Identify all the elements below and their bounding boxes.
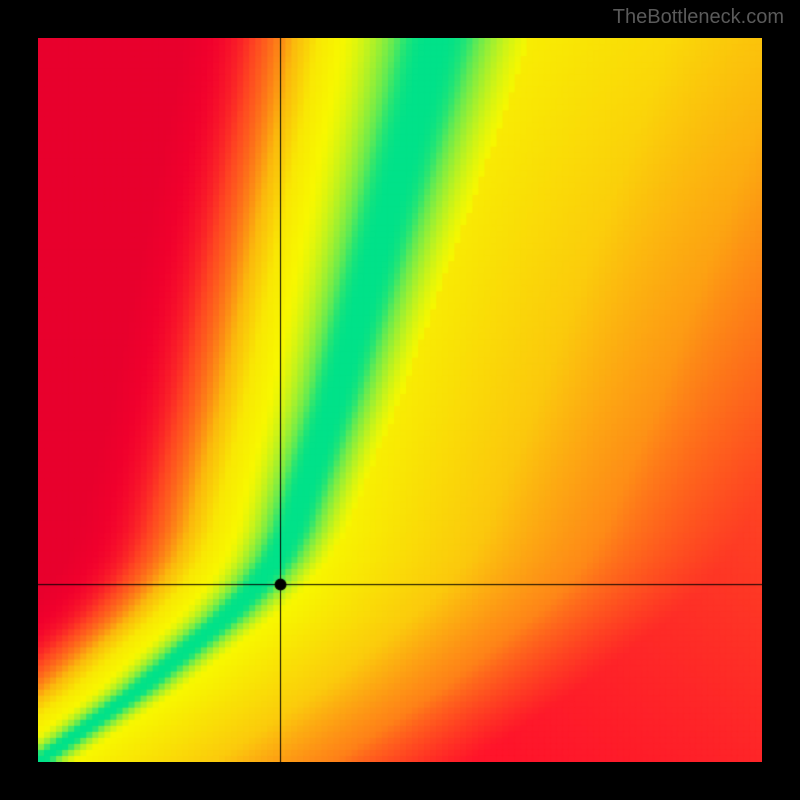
chart-container: TheBottleneck.com	[0, 0, 800, 800]
watermark-text: TheBottleneck.com	[613, 6, 784, 29]
bottleneck-heatmap	[38, 38, 762, 762]
